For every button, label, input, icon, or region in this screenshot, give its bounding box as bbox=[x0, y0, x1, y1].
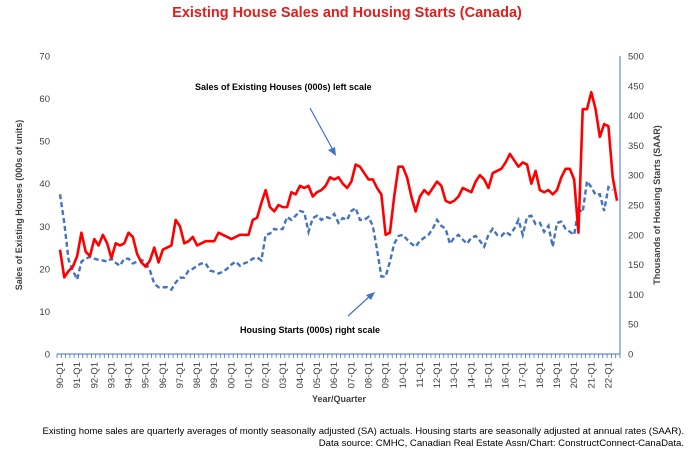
x-tick-label: 00-Q1 bbox=[226, 362, 237, 388]
x-tick-label: 94-Q1 bbox=[124, 362, 135, 388]
x-tick-label: 13-Q1 bbox=[449, 362, 460, 388]
x-axis-ticks: 90-Q1 91-Q1 92-Q1 93-Q1 94-Q1 95-Q1 96-Q1 97-Q1… bbox=[55, 354, 621, 388]
right-tick-label: 500 bbox=[628, 52, 644, 63]
left-tick-label: 60 bbox=[39, 94, 50, 105]
x-tick-label: 92-Q1 bbox=[89, 362, 100, 388]
annotation-arrowhead-starts bbox=[366, 292, 375, 300]
x-tick-label: 20-Q1 bbox=[569, 362, 580, 388]
annotation-starts: Housing Starts (000s) right scale bbox=[240, 325, 380, 335]
right-tick-label: 200 bbox=[628, 230, 644, 241]
x-tick-label: 08-Q1 bbox=[363, 362, 374, 388]
x-tick-label: 22-Q1 bbox=[603, 362, 614, 388]
right-tick-label: 350 bbox=[628, 141, 644, 152]
right-tick-label: 400 bbox=[628, 111, 644, 122]
left-tick-label: 0 bbox=[45, 350, 50, 361]
x-tick-label: 93-Q1 bbox=[106, 362, 117, 388]
left-tick-label: 40 bbox=[39, 179, 50, 190]
x-tick-label: 18-Q1 bbox=[535, 362, 546, 388]
x-tick-label: 14-Q1 bbox=[466, 362, 477, 388]
x-tick-label: 07-Q1 bbox=[346, 362, 357, 388]
x-tick-label: 98-Q1 bbox=[192, 362, 203, 388]
series-line-housing-starts bbox=[58, 178, 614, 292]
x-tick-label: 09-Q1 bbox=[381, 362, 392, 388]
right-tick-label: 250 bbox=[628, 201, 644, 212]
x-tick-label: 16-Q1 bbox=[501, 362, 512, 388]
left-tick-label: 70 bbox=[39, 52, 50, 63]
x-tick-label: 19-Q1 bbox=[552, 362, 563, 388]
y-axis-label-left: Sales of Existing Houses (000s of units) bbox=[14, 120, 24, 291]
x-tick-label: 03-Q1 bbox=[278, 362, 289, 388]
x-tick-label: 06-Q1 bbox=[329, 362, 340, 388]
x-tick-label: 17-Q1 bbox=[518, 362, 529, 388]
left-axis-ticks: 0 10 20 30 40 50 60 70 bbox=[39, 52, 50, 361]
series-line-existing-sales bbox=[58, 90, 619, 279]
x-tick-label: 97-Q1 bbox=[175, 362, 186, 388]
left-tick-label: 30 bbox=[39, 222, 50, 233]
right-tick-label: 150 bbox=[628, 260, 644, 271]
annotation-sales: Sales of Existing Houses (000s) left sca… bbox=[195, 82, 372, 92]
x-tick-label: 95-Q1 bbox=[141, 362, 152, 388]
x-axis-label: Year/Quarter bbox=[312, 394, 367, 404]
right-tick-label: 50 bbox=[628, 320, 639, 331]
x-tick-label: 02-Q1 bbox=[261, 362, 272, 388]
x-tick-label: 96-Q1 bbox=[158, 362, 169, 388]
x-tick-label: 15-Q1 bbox=[483, 362, 494, 388]
footnote-line-2: Data source: CMHC, Canadian Real Estate … bbox=[318, 438, 684, 449]
left-tick-label: 20 bbox=[39, 264, 50, 275]
left-tick-label: 50 bbox=[39, 137, 50, 148]
x-tick-label: 04-Q1 bbox=[295, 362, 306, 388]
right-tick-label: 100 bbox=[628, 290, 644, 301]
chart-title: Existing House Sales and Housing Starts … bbox=[172, 5, 522, 21]
right-tick-label: 0 bbox=[628, 350, 633, 361]
annotation-arrowhead-sales bbox=[328, 147, 336, 156]
x-tick-label: 21-Q1 bbox=[586, 362, 597, 388]
right-tick-label: 300 bbox=[628, 171, 644, 182]
annotation-arrow-starts bbox=[347, 295, 371, 317]
footnote-line-1: Existing home sales are quarterly averag… bbox=[42, 426, 684, 437]
left-tick-label: 10 bbox=[39, 307, 50, 318]
x-tick-label: 90-Q1 bbox=[55, 362, 66, 388]
x-tick-label: 05-Q1 bbox=[312, 362, 323, 388]
x-tick-label: 01-Q1 bbox=[244, 362, 255, 388]
x-tick-label: 91-Q1 bbox=[72, 362, 83, 388]
x-tick-label: 11-Q1 bbox=[415, 362, 426, 388]
y-axis-label-right: Thousands of Housing Starts (SAAR) bbox=[652, 125, 662, 285]
annotation-arrow-sales bbox=[309, 107, 334, 151]
right-axis-ticks: 0 50 100 150 200 250 300 350 400 450 500 bbox=[628, 52, 644, 361]
x-tick-label: 10-Q1 bbox=[398, 362, 409, 388]
right-tick-label: 450 bbox=[628, 81, 644, 92]
x-tick-label: 12-Q1 bbox=[432, 362, 443, 388]
x-tick-label: 99-Q1 bbox=[209, 362, 220, 388]
